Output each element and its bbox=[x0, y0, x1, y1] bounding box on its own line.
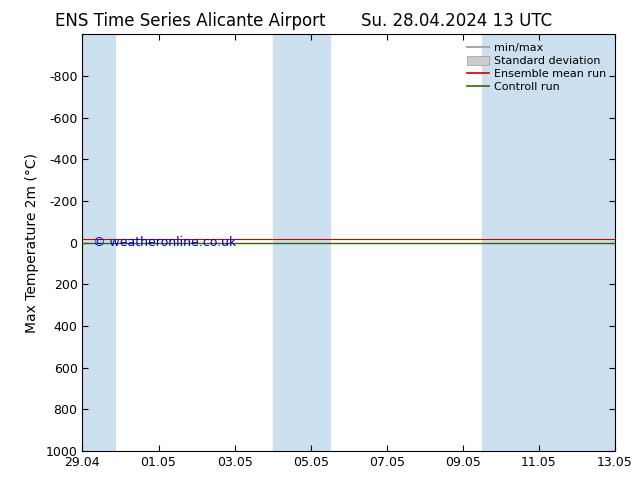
Text: ENS Time Series Alicante Airport: ENS Time Series Alicante Airport bbox=[55, 12, 325, 30]
Y-axis label: Max Temperature 2m (°C): Max Temperature 2m (°C) bbox=[25, 152, 39, 333]
Bar bbox=[482, 34, 621, 451]
Legend: min/max, Standard deviation, Ensemble mean run, Controll run: min/max, Standard deviation, Ensemble me… bbox=[464, 40, 609, 95]
Bar bbox=[77, 34, 115, 451]
Bar bbox=[273, 34, 330, 451]
Text: Su. 28.04.2024 13 UTC: Su. 28.04.2024 13 UTC bbox=[361, 12, 552, 30]
Text: © weatheronline.co.uk: © weatheronline.co.uk bbox=[93, 236, 236, 249]
